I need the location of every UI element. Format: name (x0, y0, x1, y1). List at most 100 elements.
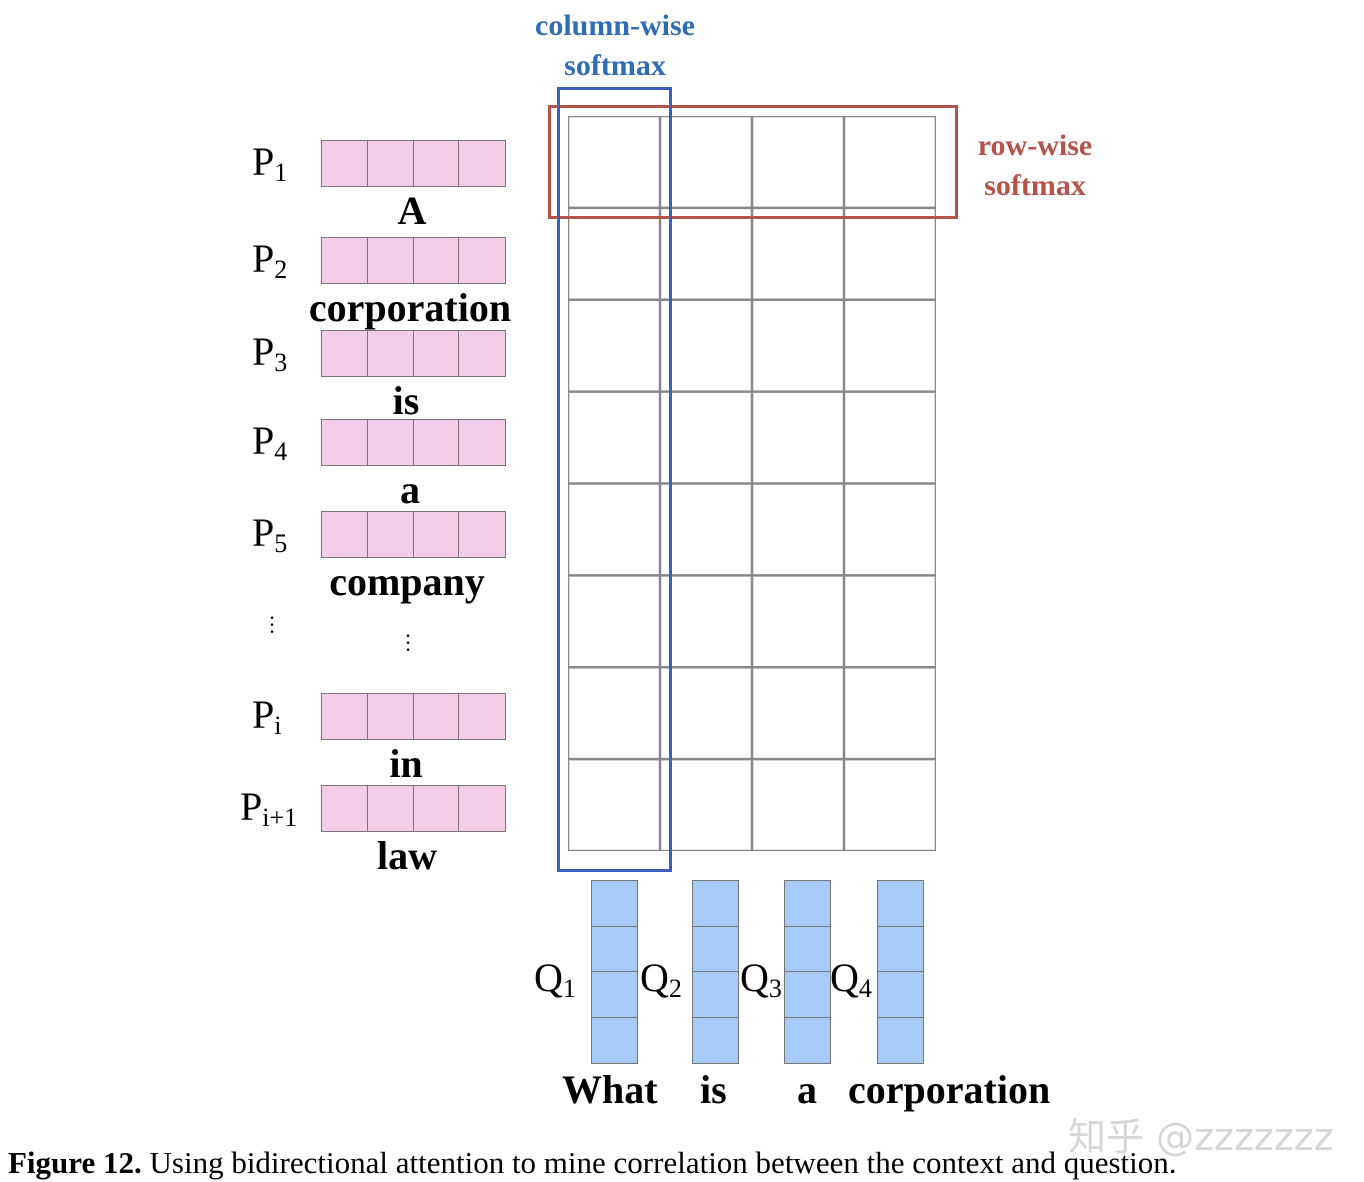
vector-cell (322, 141, 368, 186)
vector-cell (322, 786, 368, 831)
label-text: P (252, 418, 275, 463)
vector-cell (368, 786, 414, 831)
vector-cell (459, 141, 505, 186)
vector-cell (878, 927, 923, 972)
passage-vector (321, 785, 506, 832)
matrix-cell (843, 575, 936, 668)
vector-cell (414, 512, 460, 557)
passage-label: Pi+1 (240, 787, 297, 831)
matrix-cell (751, 116, 845, 209)
matrix-cell (843, 667, 936, 760)
vector-cell (322, 512, 368, 557)
vector-cell (785, 881, 830, 927)
vector-cell (368, 238, 414, 283)
matrix-cell (568, 299, 661, 392)
vector-cell (459, 331, 505, 376)
matrix-cell (568, 483, 661, 576)
label-subscript: 4 (274, 437, 288, 466)
matrix-cell (751, 207, 845, 300)
question-vector (784, 880, 831, 1064)
matrix-cell (843, 116, 936, 209)
matrix-cell (659, 207, 753, 300)
vector-cell (322, 420, 368, 465)
label-text: P (252, 329, 275, 374)
label-subscript: 4 (858, 974, 872, 1003)
question-label: Q3 (740, 958, 782, 1002)
vector-cell (368, 331, 414, 376)
attention-matrix (568, 116, 936, 851)
question-label: Q2 (640, 958, 682, 1002)
passage-label: P3 (252, 332, 287, 376)
label-subscript: 1 (274, 158, 288, 187)
matrix-cell (659, 758, 753, 851)
passage-word: a (400, 467, 420, 512)
question-word: corporation (848, 1067, 1051, 1112)
question-word: is (700, 1067, 727, 1112)
vector-cell (785, 1018, 830, 1064)
matrix-cell (751, 575, 845, 668)
vector-cell (414, 141, 460, 186)
matrix-cell (751, 391, 845, 484)
question-label: Q4 (830, 958, 872, 1002)
column-wise-box (557, 87, 672, 872)
passage-word: corporation (308, 285, 512, 330)
passage-label: Pi (252, 695, 281, 739)
vector-cell (693, 1018, 738, 1064)
matrix-cell (659, 667, 753, 760)
label-text: P (252, 510, 275, 555)
passage-vector (321, 419, 506, 466)
figure-caption: Figure 12. Using bidirectional attention… (8, 1145, 1177, 1181)
vector-cell (368, 420, 414, 465)
passage-word: in (389, 741, 423, 786)
question-vector (877, 880, 924, 1064)
vector-cell (414, 420, 460, 465)
label-line: softmax (564, 49, 666, 82)
label-text: Q (640, 955, 669, 1000)
matrix-cell (843, 391, 936, 484)
label-subscript: 2 (274, 255, 288, 284)
label-text: P (252, 236, 275, 281)
matrix-cell (568, 207, 661, 300)
vector-cell (459, 420, 505, 465)
vector-cell (322, 331, 368, 376)
row-wise-softmax-label: row-wise softmax (955, 126, 1115, 206)
passage-vector (321, 511, 506, 558)
matrix-cell (751, 299, 845, 392)
vector-cell (414, 331, 460, 376)
matrix-cell (843, 299, 936, 392)
vector-cell (785, 927, 830, 972)
vector-cell (693, 881, 738, 927)
question-vector (591, 880, 638, 1064)
label-text: P (252, 139, 275, 184)
question-word: What (562, 1067, 658, 1112)
vector-cell (368, 512, 414, 557)
matrix-cell (659, 575, 753, 668)
passage-vector (321, 237, 506, 284)
vector-cell (322, 694, 368, 739)
watermark: 知乎 @zzzzzzz (1068, 1115, 1334, 1159)
vector-cell (459, 512, 505, 557)
passage-word: is (392, 378, 420, 423)
vector-cell (592, 972, 637, 1018)
vector-cell (459, 694, 505, 739)
label-text: Q (830, 955, 859, 1000)
matrix-cell (659, 116, 753, 209)
question-word: a (797, 1067, 817, 1112)
vector-cell (414, 694, 460, 739)
vector-cell (592, 881, 637, 927)
label-subscript: 5 (274, 529, 288, 558)
matrix-cell (843, 207, 936, 300)
matrix-cell (568, 575, 661, 668)
label-subscript: 3 (768, 974, 782, 1003)
label-text: P (240, 784, 263, 829)
matrix-cell (568, 116, 661, 209)
matrix-cell (568, 667, 661, 760)
passage-vector (321, 140, 506, 187)
vector-cell (878, 881, 923, 927)
label-subscript: i+1 (262, 803, 298, 832)
passage-word: law (377, 833, 437, 878)
matrix-cell (751, 667, 845, 760)
ellipsis-words: · · · (404, 623, 412, 662)
column-wise-softmax-label: column-wise softmax (510, 6, 720, 86)
